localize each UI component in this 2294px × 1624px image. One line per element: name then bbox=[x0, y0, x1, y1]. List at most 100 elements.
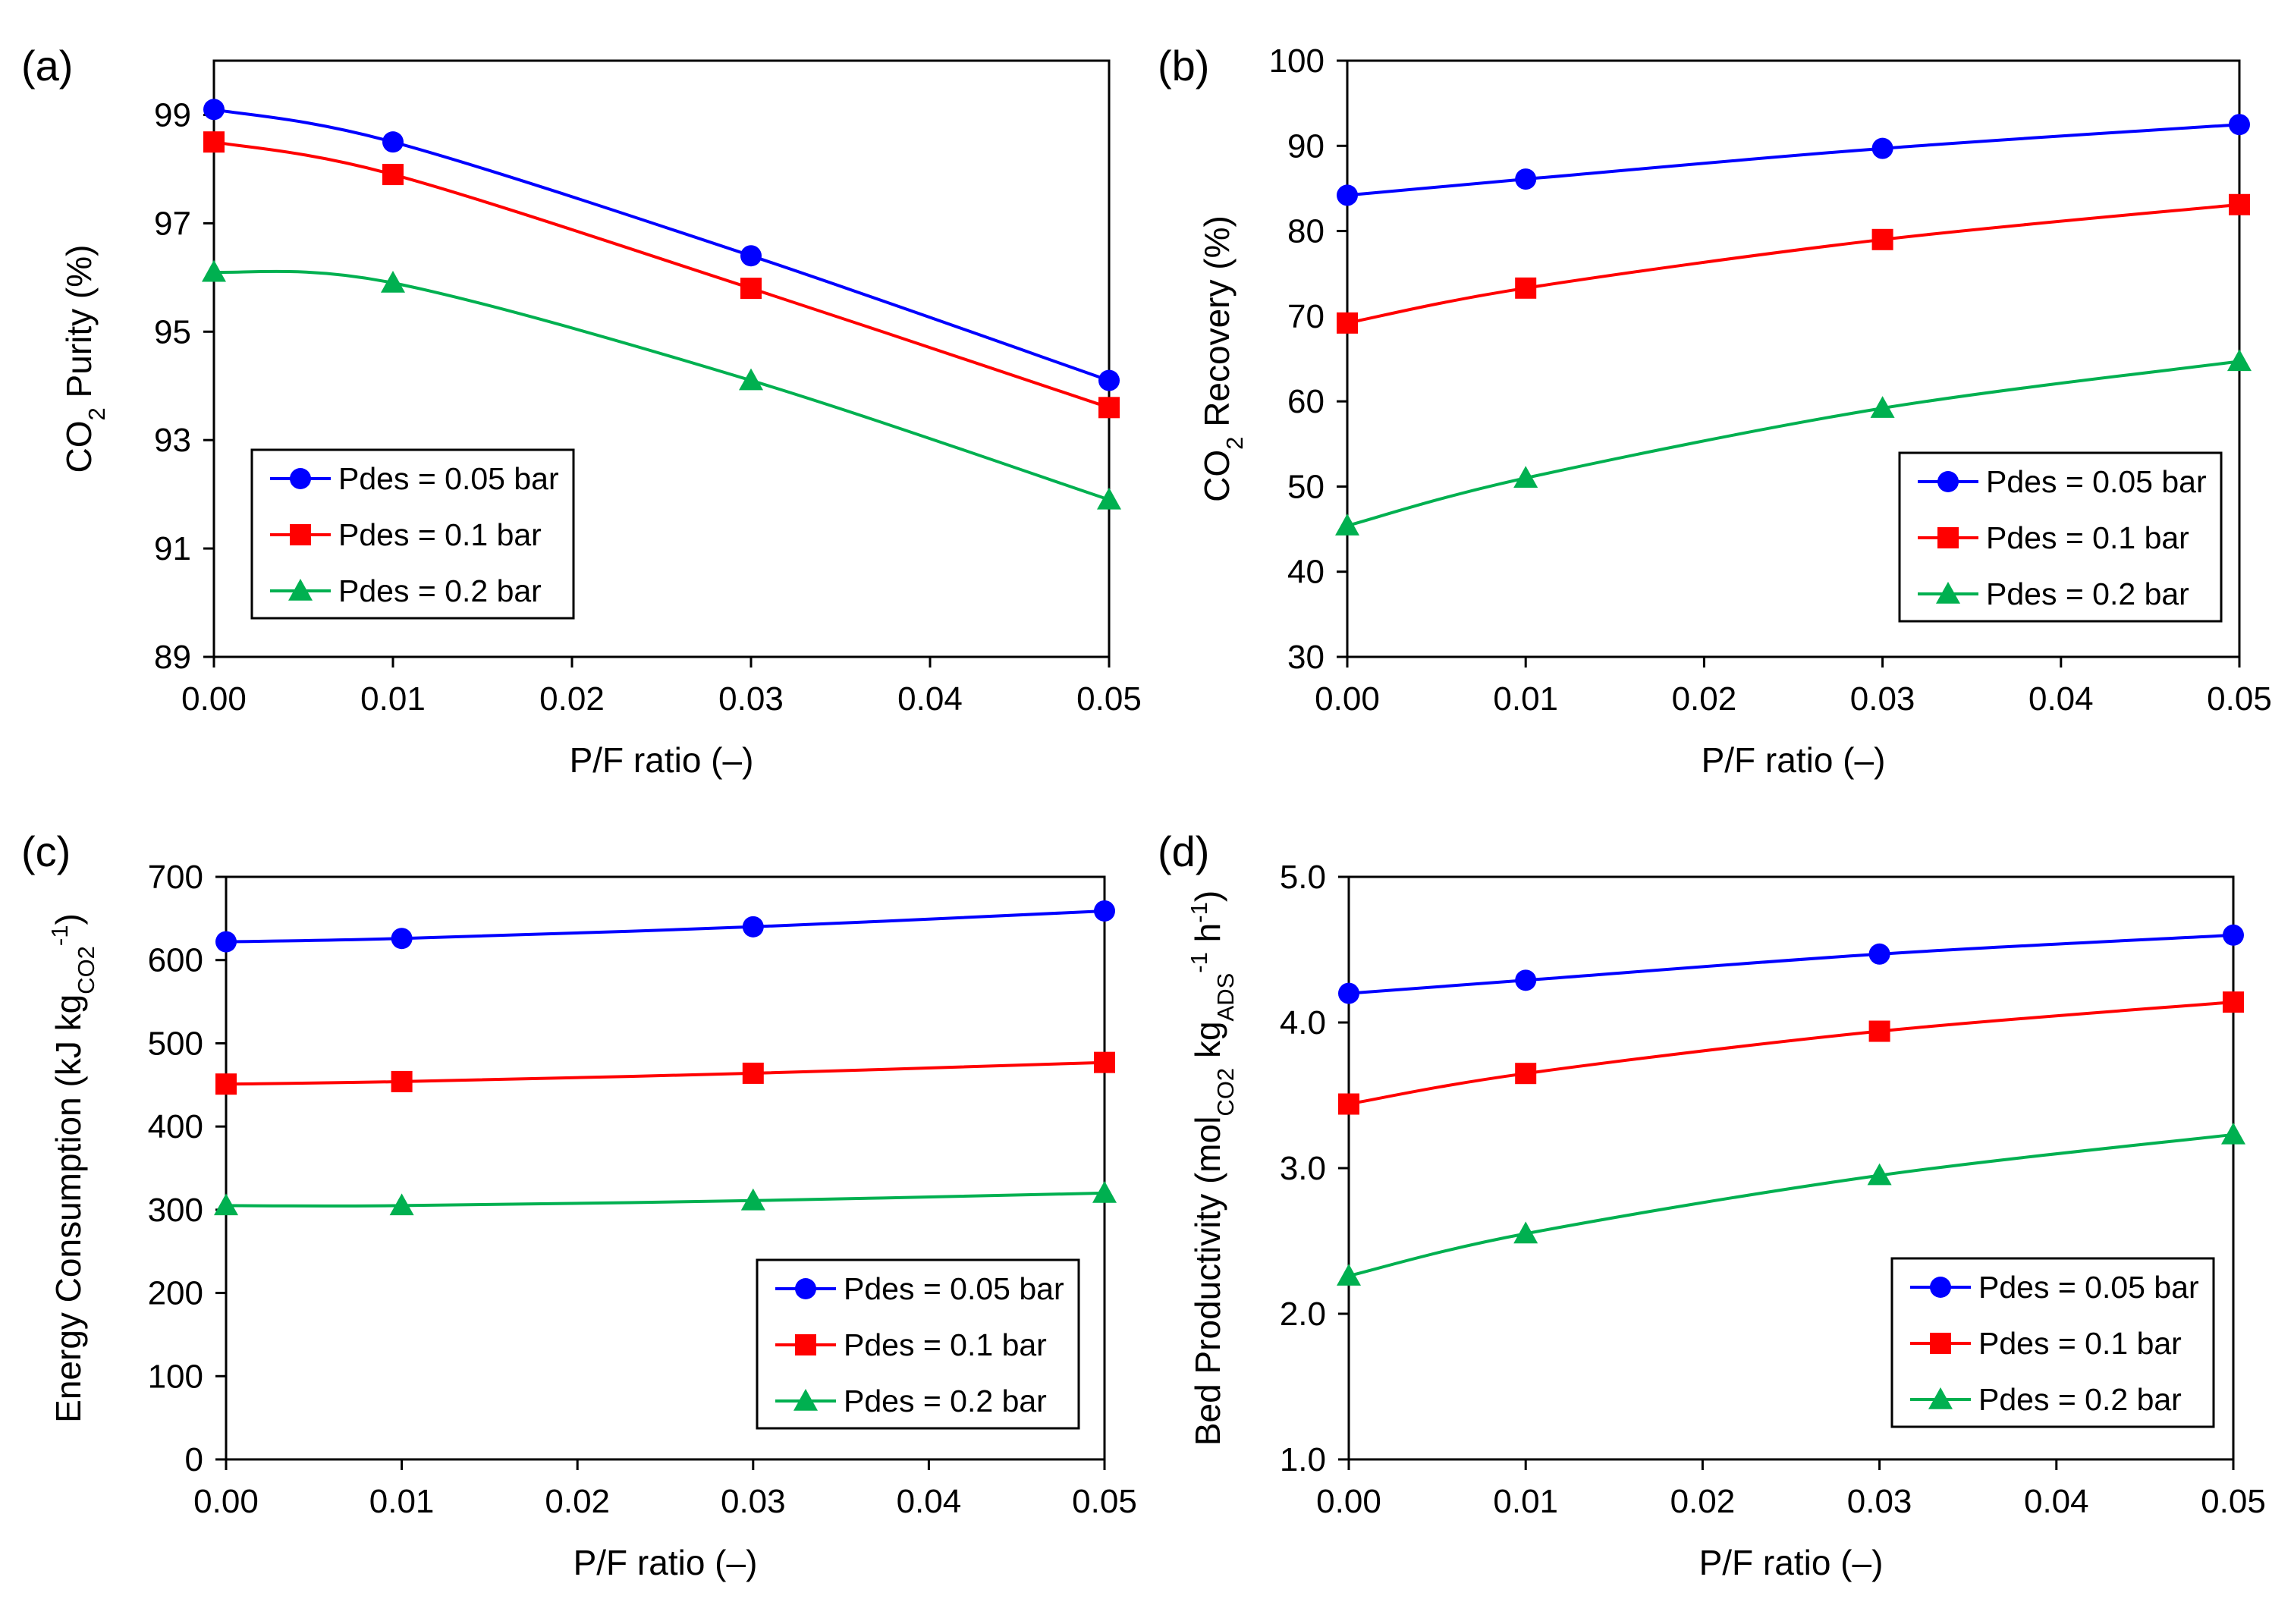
panel-a-letter: (a) bbox=[21, 42, 73, 90]
panel-c-plot-frame bbox=[225, 875, 1106, 1461]
panel-d-chart: (d) 0.00 0.01 0.02 0.03 0.04 0.05 1.0 2.0 3.0 4.0 5… bbox=[1158, 828, 2266, 1582]
panel-c-y-tick-label: 200 bbox=[148, 1275, 203, 1312]
panel-a-data-point bbox=[381, 270, 405, 293]
panel-c-series-line-3 bbox=[225, 1191, 1105, 1208]
panel-b-data-point bbox=[1337, 184, 1358, 206]
panel-c-x-tick-label: 0.02 bbox=[545, 1483, 610, 1520]
panel-d-legend-label: Pdes = 0.2 bar bbox=[1978, 1382, 2182, 1417]
panel-d-data-point bbox=[1338, 982, 1359, 1004]
panel-b-legend-label: Pdes = 0.05 bar bbox=[1986, 464, 2207, 499]
panel-a-x-axis-label: P/F ratio (–) bbox=[570, 740, 754, 780]
panel-b-legend-label: Pdes = 0.2 bar bbox=[1986, 576, 2189, 611]
panel-b-y-tick-label: 30 bbox=[1287, 639, 1325, 676]
panel-b-data-point bbox=[1871, 228, 1893, 250]
panel-c-y-tick-label: 700 bbox=[148, 859, 203, 896]
panel-a-x-tick-label: 0.03 bbox=[718, 680, 784, 718]
panel-d-data-point bbox=[1513, 1221, 1538, 1244]
panel-c-data-point bbox=[742, 1062, 764, 1084]
panel-a-data-point bbox=[382, 131, 404, 153]
panel-c-legend-marker bbox=[793, 1389, 818, 1411]
panel-a-legend-marker bbox=[290, 468, 311, 489]
panel-a-plot-frame bbox=[212, 59, 1111, 658]
panel-a-x-tick-label: 0.04 bbox=[897, 680, 963, 718]
panel-b-data-point bbox=[2229, 193, 2250, 215]
panel-d-legend-marker bbox=[1930, 1333, 1951, 1354]
panel-c-data-point bbox=[391, 928, 413, 950]
panel-d-y-tick-label: 4.0 bbox=[1280, 1004, 1326, 1041]
panel-a-y-tick-label: 89 bbox=[154, 639, 191, 676]
panel-b-y-tick-label: 90 bbox=[1287, 127, 1325, 165]
panel-b-y-tick-label: 70 bbox=[1287, 298, 1325, 335]
panel-c-data-point bbox=[215, 1073, 237, 1095]
panel-d-data-point bbox=[1515, 1063, 1537, 1085]
panel-d-series-line-2 bbox=[1348, 1000, 2234, 1106]
panel-b-legend-label: Pdes = 0.1 bar bbox=[1986, 520, 2189, 555]
panel-b-data-point bbox=[2229, 114, 2250, 136]
panel-b-series-line-1 bbox=[1347, 123, 2240, 197]
panel-b-legend-marker bbox=[1936, 582, 1960, 604]
panel-b-x-tick-label: 0.03 bbox=[1850, 680, 1915, 718]
panel-b-x-tick-label: 0.02 bbox=[1672, 680, 1737, 718]
panel-a-legend-marker bbox=[288, 579, 313, 601]
panel-d-y-tick-label: 1.0 bbox=[1280, 1441, 1326, 1478]
panel-d-data-point bbox=[2221, 1122, 2245, 1145]
panel-a-data-point bbox=[202, 259, 226, 282]
panel-d-legend-label: Pdes = 0.05 bar bbox=[1978, 1270, 2199, 1305]
panel-c-legend-marker bbox=[795, 1278, 816, 1299]
panel-b-data-point bbox=[1870, 396, 1895, 418]
panel-a-chart: (a) 0.00 0.01 0.02 0.03 0.04 0.05 89 91 93 95 97 99 P… bbox=[21, 42, 1142, 780]
panel-c-legend-label: Pdes = 0.1 bar bbox=[844, 1327, 1047, 1362]
panel-b-y-tick-label: 50 bbox=[1287, 468, 1325, 505]
panel-a-data-point bbox=[1097, 487, 1121, 510]
panel-c-x-tick-label: 0.03 bbox=[721, 1483, 786, 1520]
panel-d-y-axis-label: Bed Productivity (molCO2 kgADS-1 h-1) bbox=[1186, 891, 1239, 1446]
panel-d-legend-label: Pdes = 0.1 bar bbox=[1978, 1326, 2182, 1361]
panel-a-y-tick-label: 91 bbox=[154, 530, 191, 567]
panel-b-y-tick-label: 60 bbox=[1287, 383, 1325, 420]
panel-b-letter: (b) bbox=[1158, 42, 1209, 90]
panel-b-data-point bbox=[1515, 277, 1537, 299]
panel-d-x-axis-label: P/F ratio (–) bbox=[1699, 1543, 1884, 1582]
panel-a-data-point bbox=[740, 278, 762, 300]
panel-d-x-tick-label: 0.02 bbox=[1670, 1483, 1736, 1520]
panel-b-data-point bbox=[1335, 514, 1359, 536]
panel-c-y-tick-label: 400 bbox=[148, 1108, 203, 1145]
panel-a-series-line-3 bbox=[213, 269, 1110, 501]
panel-a-legend-marker bbox=[290, 524, 311, 545]
panel-b-y-axis-label: CO2 Recovery (%) bbox=[1197, 215, 1248, 502]
panel-a-data-point bbox=[382, 164, 404, 186]
panel-a-y-tick-label: 95 bbox=[154, 313, 191, 350]
panel-b-legend-marker bbox=[1937, 527, 1959, 548]
panel-a-data-point bbox=[740, 245, 762, 267]
panel-d-series-line-1 bbox=[1348, 933, 2234, 995]
panel-c-legend-label: Pdes = 0.2 bar bbox=[844, 1384, 1047, 1418]
panel-d-data-point bbox=[2223, 924, 2244, 946]
panel-c-letter: (c) bbox=[21, 828, 71, 875]
panel-c-chart: (c) 0.00 0.01 0.02 0.03 0.04 0.05 0 100 200 300 400… bbox=[21, 828, 1137, 1582]
panel-d-series-line-3 bbox=[1348, 1132, 2234, 1278]
panel-d-y-tick-label: 3.0 bbox=[1280, 1150, 1326, 1187]
panel-b-y-tick-label: 100 bbox=[1269, 42, 1325, 80]
panel-d-data-point bbox=[1338, 1093, 1359, 1115]
panel-a-x-tick-label: 0.02 bbox=[539, 680, 605, 718]
panel-d-x-tick-label: 0.05 bbox=[2201, 1483, 2266, 1520]
panel-c-y-tick-label: 100 bbox=[148, 1358, 203, 1395]
panel-a-data-point bbox=[739, 368, 763, 391]
panel-c-data-point bbox=[215, 931, 237, 953]
panel-b-series-line-2 bbox=[1347, 203, 2240, 325]
panel-c-y-axis-label: Energy Consumption (kJ kgCO2-1) bbox=[46, 913, 99, 1423]
panel-a-y-tick-label: 99 bbox=[154, 96, 191, 134]
panel-d-data-point bbox=[1868, 1020, 1890, 1042]
panel-c-data-point bbox=[214, 1193, 238, 1216]
panel-d-data-point bbox=[1867, 1163, 1892, 1186]
panel-a-data-point bbox=[203, 131, 225, 153]
panel-a-data-point bbox=[1098, 397, 1120, 419]
panel-c-x-axis-label: P/F ratio (–) bbox=[574, 1543, 758, 1582]
panel-a-data-point bbox=[1098, 369, 1120, 391]
panel-b-x-axis-label: P/F ratio (–) bbox=[1702, 740, 1886, 780]
panel-b-x-tick-label: 0.01 bbox=[1493, 680, 1558, 718]
panel-c-data-point bbox=[1094, 1051, 1115, 1073]
panel-a-legend-label: Pdes = 0.1 bar bbox=[338, 517, 542, 552]
panel-c-x-tick-label: 0.04 bbox=[897, 1483, 962, 1520]
